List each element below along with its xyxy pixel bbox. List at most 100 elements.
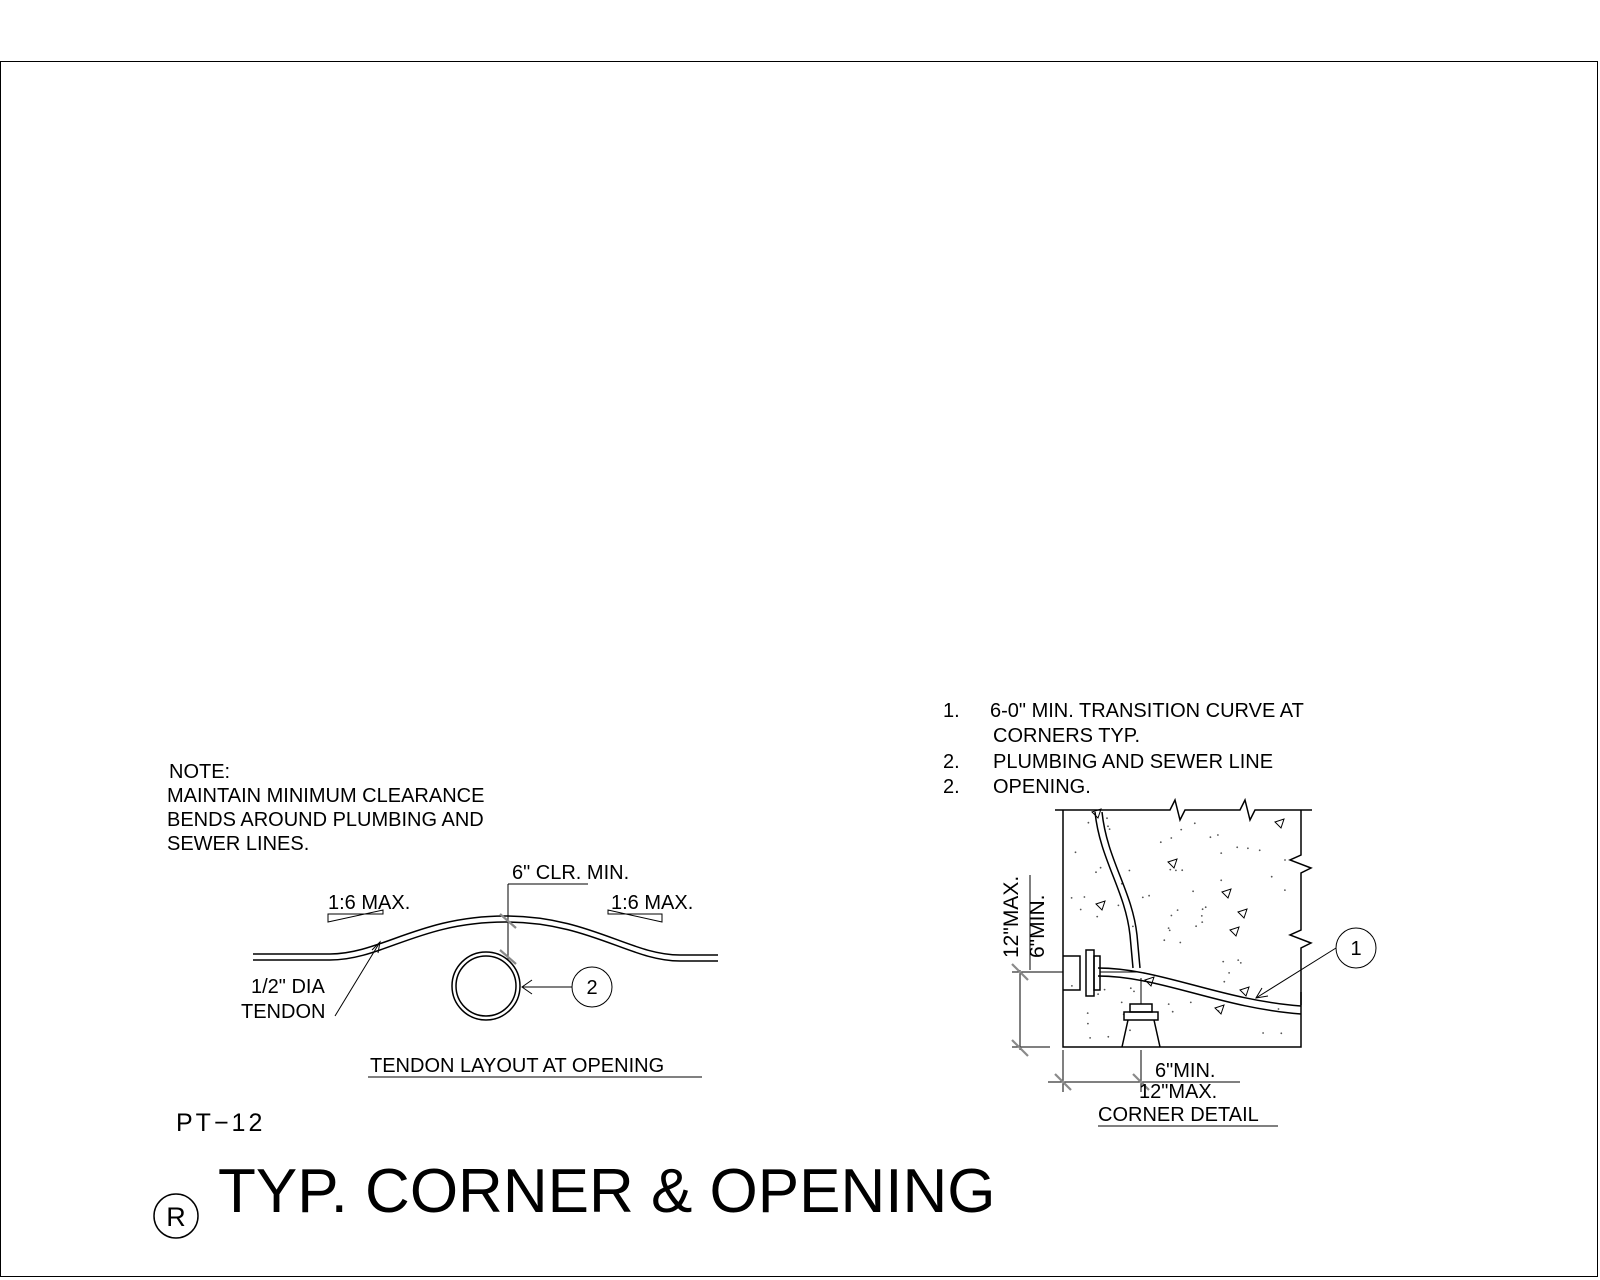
stipple-dot — [1258, 849, 1261, 852]
stipple-dot — [1089, 1037, 1091, 1039]
stipple-dot — [1128, 869, 1131, 872]
corner-detail-caption: CORNER DETAIL — [1098, 1104, 1259, 1126]
tendon-label-2: TENDON — [241, 1001, 325, 1023]
stipple-dot — [1192, 890, 1194, 893]
stipple-dot — [1070, 897, 1073, 899]
stipple-dot — [1236, 846, 1239, 849]
stipple-dot — [1201, 908, 1204, 911]
stipple-dot — [1284, 889, 1286, 891]
corner-note-2-text: PLUMBING AND SEWER LINE — [993, 751, 1273, 773]
stipple-dot — [1096, 915, 1099, 918]
aggregate-triangle — [1095, 900, 1106, 911]
callout-2: 2 — [521, 966, 613, 1008]
stipple-dot — [1195, 925, 1197, 928]
stipple-dot — [1200, 915, 1203, 917]
stipple-dot — [1129, 987, 1132, 990]
stipple-dot — [1086, 1012, 1089, 1014]
corner-note-1b-text: CORNERS TYP. — [993, 725, 1140, 747]
tendon-label-1: 1/2" DIA — [251, 976, 325, 998]
aggregate-triangle — [1274, 818, 1285, 829]
slope-right-label: 1:6 MAX. — [611, 892, 693, 914]
dim-vertical-min: 6"MIN. — [1026, 895, 1049, 958]
note-line-1: MAINTAIN MINIMUM CLEARANCE — [167, 785, 484, 807]
stipple-dot — [1074, 851, 1077, 854]
stipple-dot — [1204, 906, 1207, 909]
stipple-dot — [1097, 993, 1099, 995]
stipple-dot — [1179, 941, 1182, 944]
slope-right: 1:6 MAX. — [607, 892, 693, 923]
dim-horizontal-max: 12"MAX. — [1139, 1081, 1217, 1103]
stipple-dot — [1277, 1008, 1280, 1010]
stipple-dot — [1270, 875, 1273, 878]
tendon-caption: TENDON LAYOUT AT OPENING — [368, 1055, 702, 1078]
slope-left: 1:6 MAX. — [327, 892, 410, 923]
horizontal-dimension: 6"MIN. 12"MAX. — [1048, 1050, 1240, 1103]
tendon-curve — [253, 915, 718, 962]
stipple-dot — [1280, 1032, 1283, 1035]
stipple-dot — [1220, 879, 1223, 882]
stipple-dot — [1284, 859, 1286, 861]
concrete-stipple — [1070, 808, 1286, 1039]
stipple-dot — [1163, 939, 1166, 942]
title-text: TYP. CORNER & OPENING — [218, 1157, 995, 1226]
stipple-dot — [1222, 960, 1225, 963]
stipple-dot — [1170, 914, 1173, 917]
stipple-dot — [1171, 1010, 1174, 1013]
stipple-dot — [1159, 841, 1162, 844]
drawing-border — [0, 61, 1598, 1277]
note-heading: NOTE: — [169, 761, 230, 783]
stipple-dot — [1117, 904, 1120, 907]
stipple-dot — [1132, 925, 1134, 928]
stipple-dot — [1193, 822, 1196, 825]
anchor-bottom — [1121, 978, 1161, 1048]
stipple-dot — [1209, 836, 1212, 839]
stipple-dot — [1087, 1022, 1089, 1025]
aggregate-triangle — [1167, 858, 1178, 869]
tendon-leader: 1/2" DIA TENDON — [241, 940, 381, 1023]
stipple-dot — [1228, 972, 1230, 974]
corner-note-1-num: 1. — [943, 700, 960, 722]
stipple-dot — [1087, 821, 1090, 824]
clearance-label: 6" CLR. MIN. — [512, 862, 629, 884]
stipple-dot — [1201, 921, 1204, 923]
stipple-dot — [1168, 929, 1171, 932]
stipple-dot — [1141, 896, 1144, 899]
stipple-dot — [1120, 1001, 1123, 1004]
corner-tendon — [1094, 811, 1302, 1015]
dim-horizontal-min: 6"MIN. — [1155, 1060, 1215, 1082]
stipple-dot — [1148, 894, 1150, 897]
stipple-dot — [1176, 909, 1179, 911]
stipple-dot — [1180, 828, 1183, 831]
stipple-dot — [1107, 1035, 1110, 1038]
stipple-dot — [1167, 1003, 1170, 1005]
clearance-dimension: 6" CLR. MIN. — [499, 862, 629, 965]
stipple-dot — [1083, 896, 1086, 898]
stipple-dot — [1103, 988, 1106, 991]
anchor-left — [1063, 949, 1138, 997]
stipple-dot — [1239, 962, 1242, 964]
stipple-dot — [1262, 1032, 1264, 1034]
aggregate-triangle — [1221, 888, 1232, 899]
corner-note-3-text: OPENING. — [993, 776, 1091, 798]
title-block: R TYP. CORNER & OPENING — [153, 1157, 995, 1239]
stipple-dot — [1106, 817, 1108, 820]
stipple-dot — [1170, 837, 1173, 839]
aggregate-triangle — [1239, 986, 1250, 997]
corner-notes: 1. 6-0" MIN. TRANSITION CURVE AT CORNERS… — [943, 700, 1304, 798]
stipple-dot — [1175, 869, 1177, 872]
aggregate-triangle — [1229, 926, 1240, 937]
corner-note-1-text: 6-0" MIN. TRANSITION CURVE AT — [990, 700, 1304, 722]
slope-left-label: 1:6 MAX. — [328, 892, 410, 914]
stipple-dot — [1237, 959, 1240, 961]
aggregate-triangle — [1144, 976, 1155, 987]
tendon-layout-caption: TENDON LAYOUT AT OPENING — [370, 1055, 664, 1077]
stipple-dot — [1217, 834, 1219, 836]
stipple-dot — [1247, 847, 1249, 850]
slab-outline — [1055, 797, 1313, 1048]
stipple-dot — [1169, 868, 1172, 871]
stipple-dot — [1095, 871, 1097, 874]
corner-note-2-num: 2. — [943, 751, 960, 773]
aggregate-triangle — [1214, 1004, 1225, 1015]
title-mark: R — [166, 1202, 186, 1232]
